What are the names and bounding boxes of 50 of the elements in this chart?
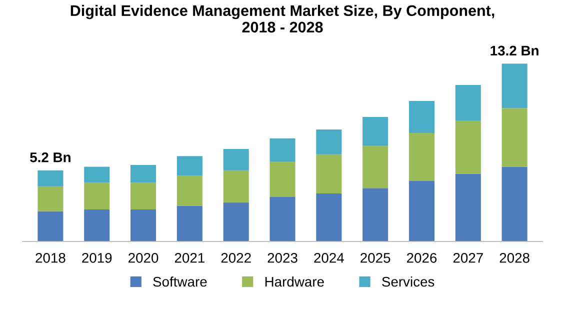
bar xyxy=(362,116,388,146)
bar xyxy=(130,165,156,183)
x-tick-label: 2020 xyxy=(128,252,158,263)
bar xyxy=(84,182,110,210)
text: 13.2 Bn xyxy=(490,46,538,56)
x-tick-label: 2022 xyxy=(221,252,251,263)
bar xyxy=(316,129,342,154)
legend-label: Software xyxy=(153,276,207,287)
bar xyxy=(130,209,156,242)
bar xyxy=(502,166,528,242)
bar xyxy=(38,170,64,186)
bar xyxy=(176,206,202,242)
bar xyxy=(223,202,249,242)
bar xyxy=(502,108,528,167)
x-tick-label: 2028 xyxy=(500,252,530,263)
bar xyxy=(362,145,388,188)
bar xyxy=(270,197,296,242)
x-tick-label: 2018 xyxy=(36,252,66,263)
bar xyxy=(176,156,202,176)
bar xyxy=(408,181,434,242)
bar xyxy=(408,100,434,133)
bar xyxy=(270,161,296,198)
bar xyxy=(455,120,481,174)
bar xyxy=(223,149,249,170)
x-tick-label: 2019 xyxy=(82,252,112,263)
bar xyxy=(316,154,342,194)
bar xyxy=(270,138,296,162)
bar xyxy=(130,182,156,210)
bar xyxy=(502,64,528,108)
bar xyxy=(84,166,110,183)
bar xyxy=(84,209,110,242)
bar xyxy=(223,170,249,202)
x-tick-label: 2023 xyxy=(268,252,298,263)
bar xyxy=(455,84,481,121)
x-tick-label: 2026 xyxy=(406,252,437,263)
legend-label: Services xyxy=(382,276,434,287)
bar xyxy=(408,133,434,182)
x-tick-label: 2025 xyxy=(360,252,390,263)
bar xyxy=(38,186,64,212)
bar xyxy=(176,176,202,206)
bar xyxy=(362,188,388,242)
bar xyxy=(38,211,64,242)
legend-label: Hardware xyxy=(265,276,324,287)
bar xyxy=(455,174,481,242)
x-tick-label: 2027 xyxy=(453,252,483,263)
x-tick-label: 2021 xyxy=(174,252,204,263)
bar xyxy=(316,193,342,242)
x-tick-label: 2024 xyxy=(314,252,344,263)
chart-title: Digital Evidence Management Market Size, By Component, 2018 - 2028 xyxy=(70,4,494,33)
annotation: 5.2 Bn xyxy=(30,152,70,162)
